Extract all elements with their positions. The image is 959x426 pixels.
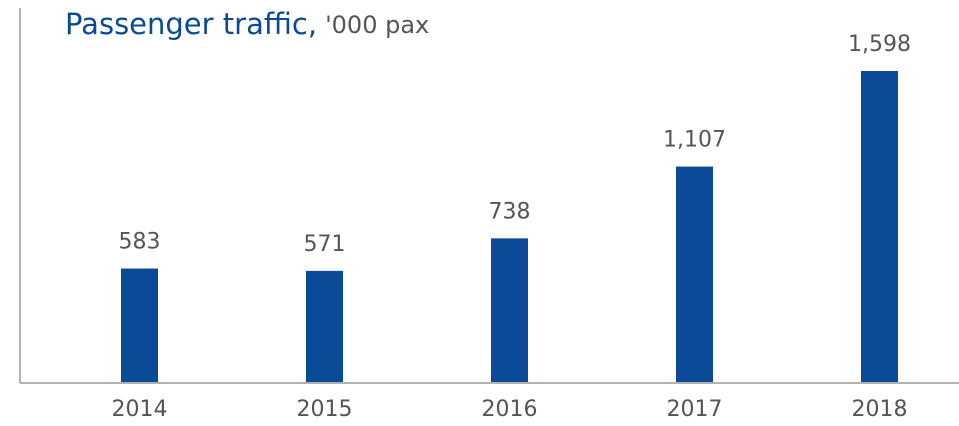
x-tick-label: 2014	[112, 397, 168, 422]
bar	[491, 238, 528, 382]
value-label: 1,107	[663, 128, 726, 153]
bar	[121, 268, 158, 382]
x-tick-label: 2015	[297, 397, 353, 422]
x-tick-label: 2016	[482, 397, 538, 422]
x-tick-label: 2018	[852, 397, 908, 422]
chart-heading: Passenger traffic, '000 pax	[65, 7, 429, 41]
bar	[676, 166, 713, 382]
bar	[861, 71, 898, 382]
x-tick-label: 2017	[667, 397, 723, 422]
value-label: 571	[304, 232, 346, 257]
value-label: 1,598	[848, 32, 911, 57]
chart-title: Passenger traffic,	[65, 7, 317, 41]
value-label: 583	[119, 230, 161, 255]
bar	[306, 270, 343, 382]
value-label: 738	[489, 199, 531, 224]
chart-subtitle: '000 pax	[325, 11, 429, 39]
